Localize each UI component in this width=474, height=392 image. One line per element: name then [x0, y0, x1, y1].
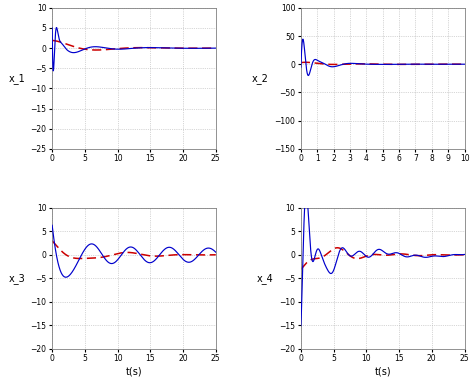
- Y-axis label: x_4: x_4: [257, 273, 274, 284]
- X-axis label: t(s): t(s): [374, 366, 391, 376]
- X-axis label: t(s): t(s): [126, 366, 142, 376]
- Y-axis label: x_2: x_2: [252, 73, 269, 84]
- Y-axis label: x_3: x_3: [9, 273, 25, 284]
- Y-axis label: x_1: x_1: [9, 73, 25, 84]
